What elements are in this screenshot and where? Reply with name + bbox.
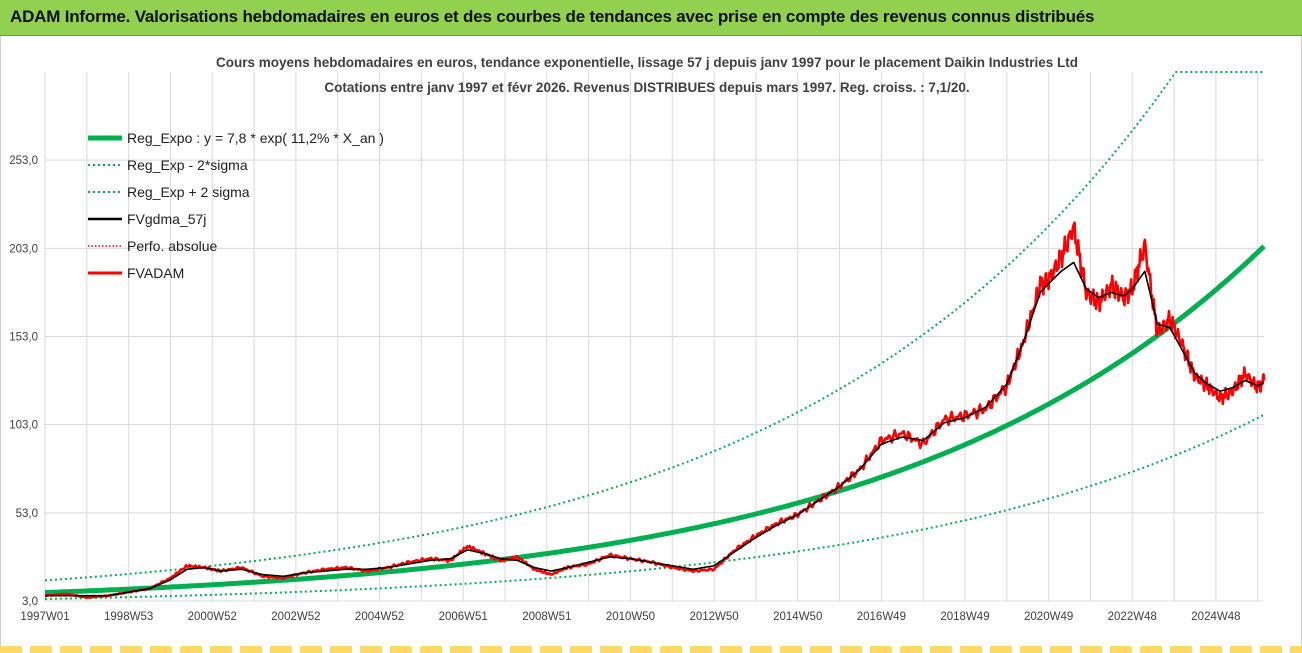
x-tick-label: 2000W52: [188, 611, 237, 623]
legend-item-perfo: Perfo. absolue: [88, 238, 217, 254]
y-tick-label: 53,0: [16, 508, 38, 520]
x-tick-label: 1998W53: [104, 611, 153, 623]
x-tick-label: 2024W48: [1191, 611, 1240, 623]
y-tick-label: 253,0: [9, 155, 38, 167]
x-axis-tick-labels: 1997W01 1998W53 2000W52 2002W52 2004W52 2006W…: [20, 611, 1240, 623]
legend-item-fvgdma: FVgdma_57j: [88, 211, 206, 227]
banner-title: ADAM Informe. Valorisations hebdomadaire…: [10, 7, 1095, 26]
y-tick-label: 103,0: [9, 420, 38, 432]
legend-item-reg-minus: Reg_Exp - 2*sigma: [88, 157, 248, 173]
series-reg-expo: [44, 244, 1266, 595]
bottom-yellow-strip: [0, 646, 1302, 653]
y-tick-label: 3,0: [22, 596, 38, 608]
x-tick-label: 2018W49: [940, 611, 989, 623]
legend-label-fvgdma: FVgdma_57j: [127, 211, 206, 227]
title-banner: ADAM Informe. Valorisations hebdomadaire…: [0, 0, 1302, 36]
x-tick-label: 2012W50: [689, 611, 738, 623]
legend-label-reg-plus: Reg_Exp + 2 sigma: [127, 184, 250, 200]
x-tick-label: 2010W50: [606, 611, 655, 623]
legend-label-reg-expo: Reg_Expo : y = 7,8 * exp( 11,2% * X_an ): [127, 130, 384, 146]
x-tick-label: 2014W50: [773, 611, 822, 623]
horizontal-gridlines: [45, 159, 1264, 602]
y-tick-label: 153,0: [9, 332, 38, 344]
y-tick-label: 203,0: [9, 243, 38, 255]
legend-label-reg-minus: Reg_Exp - 2*sigma: [127, 157, 248, 173]
chart-area: 3,0 53,0 103,0 153,0 203,0 253,0 1997W01 1998W…: [9, 55, 1266, 623]
legend-item-fvadam: FVADAM: [88, 265, 184, 281]
x-tick-label: 2002W52: [271, 611, 320, 623]
series-reg-minus-2sigma: [44, 413, 1265, 600]
x-tick-label: 2008W51: [522, 611, 571, 623]
series-layer: [44, 71, 1266, 600]
legend-item-reg-expo: Reg_Expo : y = 7,8 * exp( 11,2% * X_an ): [88, 130, 384, 146]
series-fvgdma-57j: [45, 261, 1265, 597]
x-tick-label: 1997W01: [20, 611, 69, 623]
x-tick-label: 2006W51: [439, 611, 488, 623]
legend-item-reg-plus: Reg_Exp + 2 sigma: [88, 184, 250, 200]
x-tick-label: 2020W49: [1024, 611, 1073, 623]
legend: Reg_Expo : y = 7,8 * exp( 11,2% * X_an )…: [88, 130, 384, 281]
x-tick-label: 2004W52: [355, 611, 404, 623]
legend-label-perfo: Perfo. absolue: [127, 238, 217, 254]
chart-title-line1: Cours moyens hebdomadaires en euros, ten…: [216, 55, 1078, 70]
legend-label-fvadam: FVADAM: [127, 265, 184, 281]
y-axis-tick-labels: 3,0 53,0 103,0 153,0 203,0 253,0: [9, 155, 38, 608]
series-reg-plus-2sigma: [44, 71, 1264, 582]
x-tick-label: 2022W48: [1108, 611, 1157, 623]
chart-title-line2: Cotations entre janv 1997 et févr 2026. …: [324, 80, 969, 95]
x-tick-label: 2016W49: [857, 611, 906, 623]
